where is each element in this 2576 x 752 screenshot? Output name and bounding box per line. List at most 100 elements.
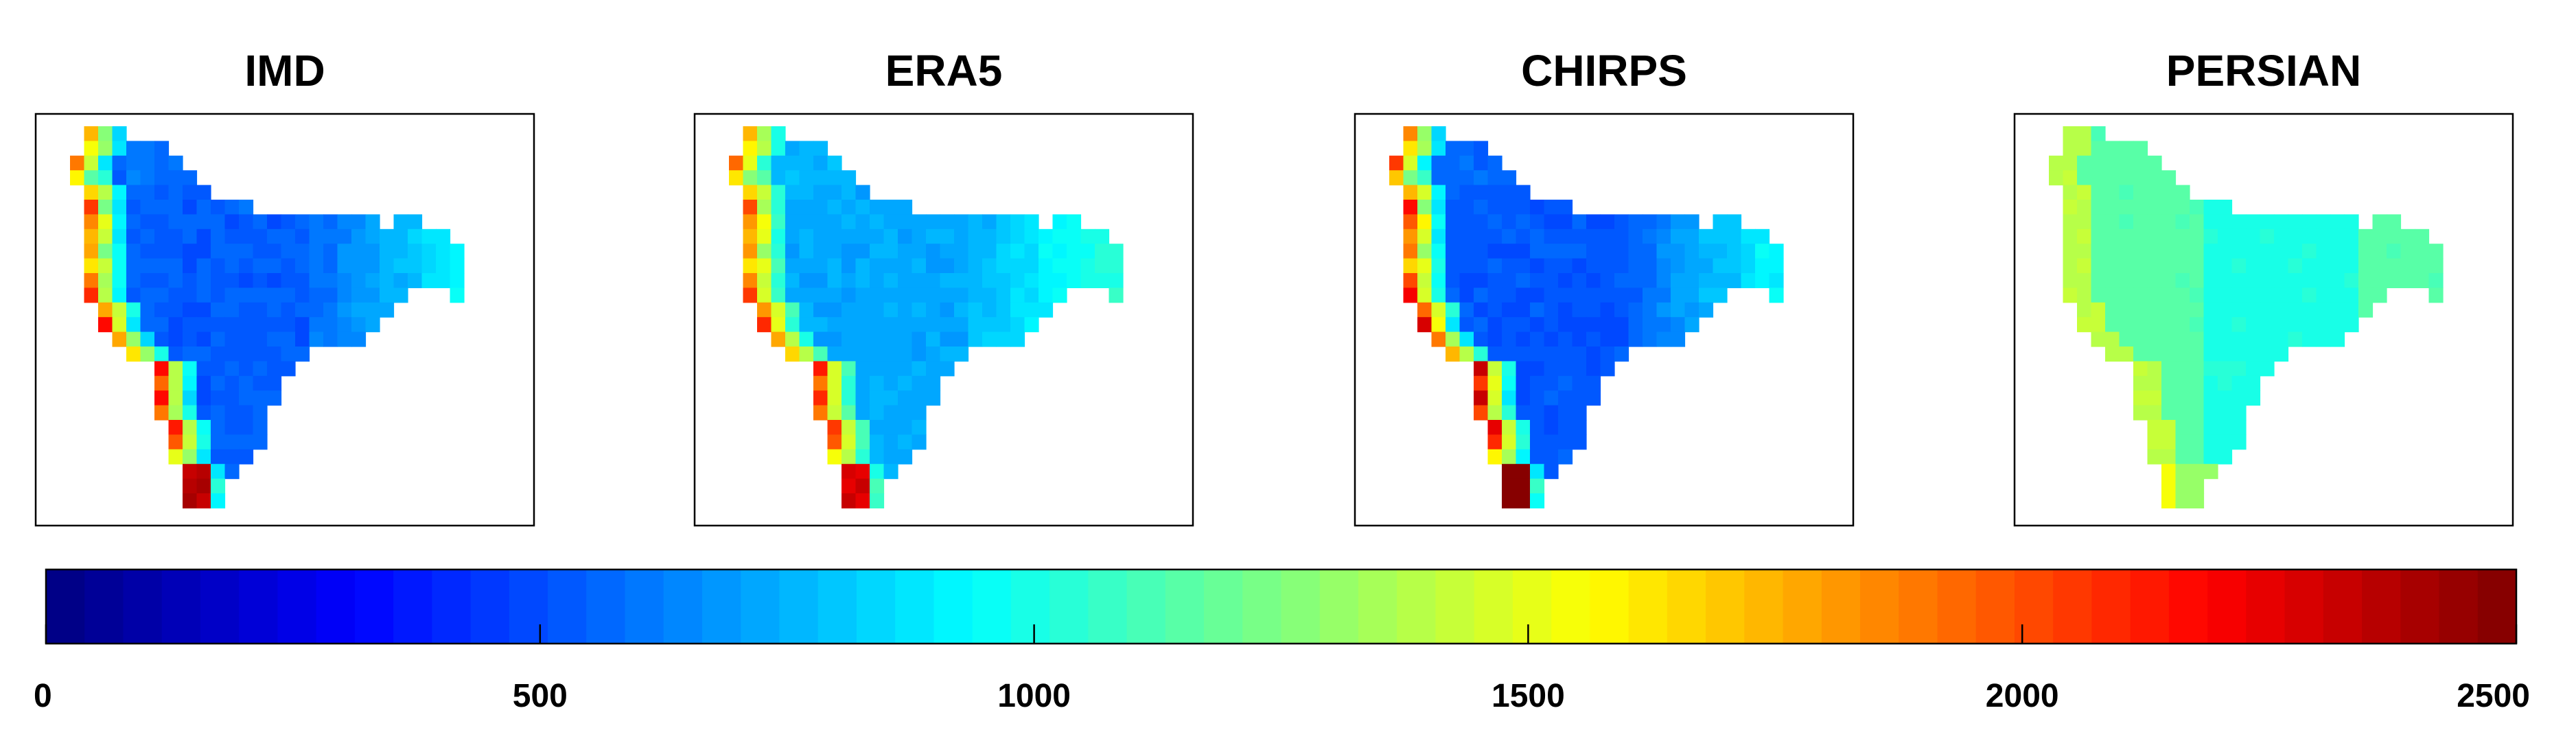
heatmap-cell [1502, 228, 1517, 244]
heatmap-cell [1656, 258, 1671, 274]
heatmap-cell [870, 420, 885, 435]
heatmap-cell [954, 287, 969, 303]
heatmap-cell [253, 258, 268, 274]
heatmap-cell [912, 214, 927, 230]
heatmap-cell [1474, 302, 1489, 318]
heatmap-cell [799, 346, 814, 362]
heatmap-cell [2147, 449, 2162, 465]
heatmap-cell [2203, 464, 2218, 480]
heatmap-cell [2415, 273, 2430, 288]
heatmap-cell [450, 273, 465, 288]
heatmap-cell [253, 434, 268, 450]
heatmap-cell [224, 405, 240, 421]
heatmap-cell [1095, 258, 1110, 274]
heatmap-cell [771, 155, 786, 171]
heatmap-cell [1699, 244, 1714, 259]
colorbar-step [509, 569, 548, 644]
heatmap-cell [253, 302, 268, 318]
heatmap-cell [1487, 390, 1502, 406]
heatmap-cell [870, 493, 885, 508]
heatmap-cell [2077, 317, 2092, 333]
heatmap-cell [2147, 390, 2162, 406]
heatmap-cell [2161, 273, 2177, 288]
heatmap-cell [1516, 200, 1531, 215]
heatmap-cell [168, 317, 183, 333]
heatmap-cell [1586, 390, 1601, 406]
heatmap-cell [2330, 317, 2345, 333]
heatmap-cell [2063, 126, 2078, 141]
heatmap-cell [1516, 228, 1531, 244]
heatmap-cell [365, 214, 380, 230]
colorbar-step [46, 569, 86, 644]
heatmap-cell [757, 302, 772, 318]
colorbar-step [663, 569, 703, 644]
heatmap-cell [140, 214, 155, 230]
heatmap-cell [168, 420, 183, 435]
heatmap-cell [168, 346, 183, 362]
heatmap-cell [926, 331, 941, 347]
heatmap-cell [855, 200, 870, 215]
heatmap-cell [2133, 331, 2148, 347]
heatmap-cell [98, 185, 113, 200]
heatmap-cell [968, 244, 983, 259]
heatmap-cell [1530, 273, 1545, 288]
heatmap-cell [2274, 214, 2289, 230]
heatmap-cell [2400, 273, 2415, 288]
heatmap-cells [729, 126, 1124, 508]
colorbar-step [1165, 569, 1205, 644]
heatmap-cell [1699, 228, 1714, 244]
heatmap-cell [912, 317, 927, 333]
heatmap-cell [2218, 434, 2233, 450]
heatmap-cell [898, 420, 913, 435]
heatmap-cell [785, 185, 800, 200]
heatmap-cell [2274, 287, 2289, 303]
heatmap-cell [1446, 258, 1461, 274]
heatmap-cell [2415, 228, 2430, 244]
heatmap-cell [1530, 390, 1545, 406]
heatmap-cell [2119, 346, 2134, 362]
colorbar-step [548, 569, 588, 644]
heatmap-cell [183, 405, 198, 421]
heatmap-cell [1544, 200, 1559, 215]
heatmap-cell [2246, 346, 2261, 362]
heatmap-cell [1684, 228, 1699, 244]
heatmap-cell [168, 214, 183, 230]
colorbar-step [2053, 569, 2093, 644]
heatmap-cell [2231, 390, 2247, 406]
heatmap-cell [239, 361, 254, 377]
heatmap-cell [996, 331, 1011, 347]
heatmap-cell [926, 375, 941, 391]
heatmap-cell [1628, 331, 1643, 347]
heatmap-cell [2288, 228, 2303, 244]
heatmap-cell [224, 200, 240, 215]
heatmap-cell [799, 287, 814, 303]
heatmap-cell [2105, 185, 2120, 200]
heatmap-cell [1474, 170, 1489, 186]
heatmap-cell [1459, 200, 1474, 215]
heatmap-cell [870, 244, 885, 259]
heatmap-cell [1671, 244, 1686, 259]
heatmap-cell [2190, 464, 2205, 480]
heatmap-cell [211, 361, 226, 377]
heatmap-cell [2302, 331, 2317, 347]
heatmap-cell [1558, 375, 1573, 391]
heatmap-cell [2231, 434, 2247, 450]
heatmap-cell [2175, 244, 2190, 259]
heatmap-cell [2119, 214, 2134, 230]
heatmap-cell [757, 155, 772, 171]
heatmap-cell [968, 331, 983, 347]
heatmap-cell [2161, 200, 2177, 215]
heatmap-cell [2175, 405, 2190, 421]
colorbar-tick-label: 500 [513, 678, 568, 714]
heatmap-cell [337, 287, 352, 303]
colorbar-step [123, 569, 163, 644]
heatmap-cell [870, 228, 885, 244]
heatmap-cell [1516, 185, 1531, 200]
heatmap-cell [2203, 405, 2218, 421]
heatmap-cell [743, 244, 758, 259]
heatmap-cell [351, 228, 367, 244]
colorbar-step [586, 569, 626, 644]
heatmap-cell [168, 434, 183, 450]
heatmap-cell [1474, 287, 1489, 303]
